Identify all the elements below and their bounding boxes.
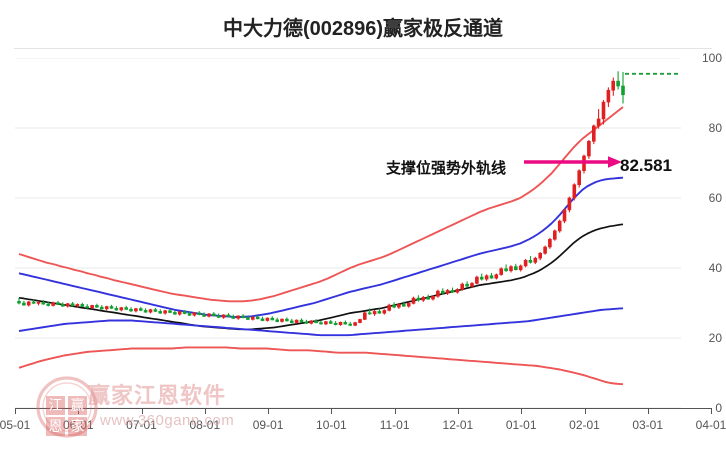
y-axis-tick-label: 100 [701,51,722,65]
y-axis-tick-label: 60 [708,191,722,205]
watermark-url: www.360gann.com [100,412,235,429]
x-axis-tick-label: 03-01 [632,418,664,432]
x-axis-tick [457,408,459,414]
annotation-label: 支撑位强势外轨线 [386,160,507,177]
seal-char-2: 恩 [49,418,63,434]
x-axis-tick-label: 09-01 [252,418,284,432]
x-axis-tick [711,408,712,414]
x-axis-tick [647,408,649,414]
x-axis-tick-label: 08-01 [189,418,221,432]
x-axis-tick [331,408,333,414]
seal-char-1: 赢 [71,397,85,413]
x-axis-tick-label: 11-01 [379,418,410,432]
seal-char-3: 家 [71,418,85,434]
x-axis-tick [141,408,143,414]
x-axis-tick [394,408,396,414]
price-value-label: 82.581 [620,156,672,175]
x-axis-tick-label: 01-01 [505,418,537,432]
x-axis-tick [584,408,586,414]
x-axis-tick-label: 12-01 [442,418,474,432]
watermark-seal-icon: 江 赢 恩 家 [36,376,98,438]
x-axis-tick [204,408,206,414]
x-axis-tick [15,408,16,414]
y-axis-tick-label: 40 [708,261,722,275]
y-axis-tick-label: 0 [715,401,722,415]
x-axis-tick-label: 06-01 [63,418,94,432]
page-title: 中大力德(002896)赢家极反通道 [222,18,504,40]
x-axis-tick-label: 04-01 [695,418,726,432]
x-axis-tick-label: 05-01 [0,418,31,432]
y-axis-tick-label: 80 [708,121,722,135]
x-axis-tick-label: 07-01 [126,418,157,432]
annotation-arrow-icon [524,156,622,168]
x-axis-tick-label: 10-01 [316,418,347,432]
x-axis-tick [78,408,80,414]
x-axis-tick-label: 02-01 [569,418,600,432]
x-axis-tick [268,408,270,414]
chart-plot-area [15,58,681,408]
chart-canvas [15,58,681,408]
x-axis-tick [521,408,523,414]
y-axis-labels: 0 20 40 60 80 100 [684,51,726,418]
seal-char-0: 江 [49,397,63,413]
y-axis-tick-label: 20 [708,331,722,345]
watermark-brand: 赢家江恩软件 [88,383,227,408]
title-divider [14,48,712,49]
x-axis-line [15,408,711,409]
